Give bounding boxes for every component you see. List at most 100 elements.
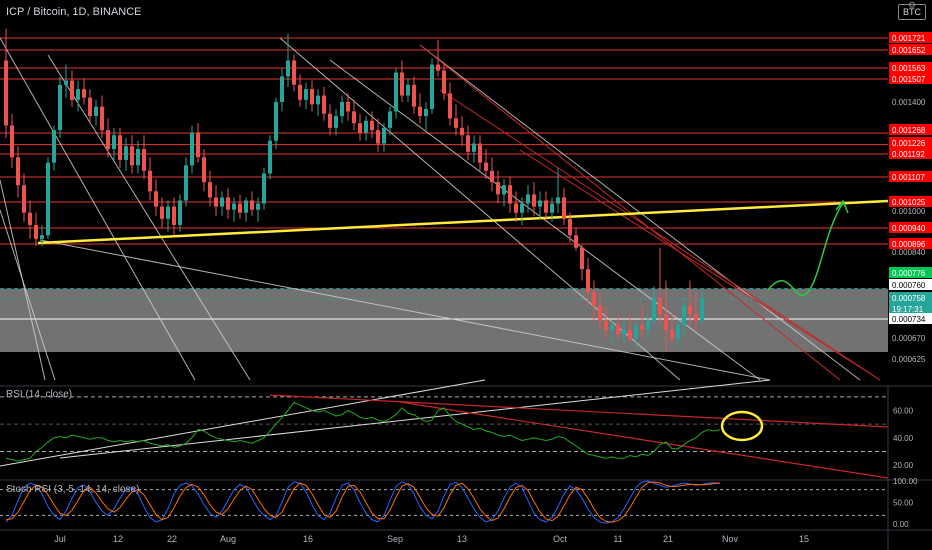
candle-body: [406, 84, 410, 96]
candle-body: [364, 120, 368, 133]
candle-body: [508, 185, 512, 204]
price-label-text: 0.000940: [892, 224, 926, 233]
price-label-box: [889, 124, 932, 135]
candle-body: [4, 60, 8, 126]
candle-body: [100, 106, 104, 131]
candle-body: [22, 185, 26, 213]
stoch-rsi-pane-title: Stoch RSI (3, 5, 14, 14, close): [6, 484, 140, 495]
y-tick-label: 0.001400: [892, 98, 926, 107]
candle-body: [616, 325, 620, 335]
candle-body: [136, 149, 140, 166]
x-tick-label: 13: [457, 534, 467, 544]
candle-body: [388, 111, 392, 128]
candle-body: [556, 197, 560, 204]
candle-body: [16, 157, 20, 186]
candle-body: [166, 206, 170, 219]
price-label-text: 0.001652: [892, 46, 926, 55]
price-label-box: [889, 171, 932, 182]
candle-body: [190, 132, 194, 166]
x-tick-label: 16: [303, 534, 313, 544]
candle-body: [658, 297, 662, 314]
projection-arrow: [767, 202, 844, 297]
rsi-trend-line-white: [0, 379, 486, 467]
trend-line-white: [0, 209, 56, 381]
candle-body: [160, 206, 164, 219]
trend-line-white: [0, 37, 196, 381]
projection-arrow-head: [835, 199, 849, 214]
stoch-rsi-pane[interactable]: [0, 479, 932, 524]
candle-body: [382, 127, 386, 144]
y-tick-label: 0.000625: [892, 355, 926, 364]
candle-body: [400, 72, 404, 96]
candle-body: [316, 95, 320, 105]
candle-body: [130, 146, 134, 166]
price-label-box: [889, 137, 932, 148]
rsi-series-line: [5, 401, 721, 462]
price-label-box: [889, 279, 932, 290]
candle-body: [598, 305, 602, 321]
candle-body: [694, 314, 698, 321]
price-label-box: [889, 196, 932, 207]
stoch-y-tick-label: 100.00: [893, 477, 918, 486]
candle-body: [622, 329, 626, 335]
candle-body: [430, 64, 434, 110]
candle-body: [250, 200, 254, 210]
candle-body: [142, 149, 146, 171]
rsi-trend-line-red: [269, 394, 889, 428]
rsi-y-tick-label: 40.00: [893, 434, 914, 443]
candle-body: [514, 203, 518, 213]
candle-body: [154, 191, 158, 207]
candle-body: [586, 269, 590, 293]
candle-body: [328, 113, 332, 128]
candle-body: [448, 93, 452, 119]
candle-body: [268, 140, 272, 174]
price-label-text: 0.000896: [892, 240, 926, 249]
candle-body: [184, 165, 188, 201]
chart-title: ICP / Bitcoin, 1D, BINANCE: [6, 6, 142, 18]
price-label-text: 0.001268: [892, 126, 926, 135]
price-label-text: 0.001563: [892, 64, 926, 73]
candle-body: [118, 135, 122, 160]
candle-body: [310, 89, 314, 105]
rsi-pane[interactable]: [0, 379, 932, 550]
trend-line-yellow: [37, 199, 889, 245]
price-label-text: 0.001025: [892, 198, 926, 207]
candle-body: [520, 203, 524, 213]
candle-body: [196, 132, 200, 158]
price-label-box: [889, 267, 932, 278]
currency-badge[interactable]: BTC: [898, 4, 926, 20]
candle-body: [226, 197, 230, 210]
candle-body: [532, 194, 536, 207]
trend-line-white: [279, 37, 681, 381]
candle-body: [376, 130, 380, 144]
candle-body: [496, 182, 500, 195]
stoch-d-line: [5, 481, 721, 523]
candle-body: [70, 80, 74, 100]
price-label-text: 19:17:31: [892, 305, 924, 314]
candle-body: [610, 325, 614, 330]
candle-body: [466, 135, 470, 152]
price-label-box: [889, 62, 932, 73]
candle-body: [502, 185, 506, 195]
support-zone: [0, 288, 888, 352]
main-price-pane[interactable]: [0, 28, 889, 381]
candle-body: [94, 106, 98, 117]
candle-body: [424, 109, 428, 117]
candle-body: [628, 329, 632, 339]
candle-body: [256, 203, 260, 210]
candle-body: [544, 200, 548, 213]
price-label-box: [889, 73, 932, 84]
candle-body: [304, 89, 308, 100]
price-label-box: [889, 303, 932, 314]
y-tick-label: 0.000670: [892, 334, 926, 343]
candle-body: [82, 89, 86, 98]
candle-body: [148, 170, 152, 192]
gear-icon[interactable]: ⚙: [908, 0, 917, 10]
candle-body: [568, 218, 572, 236]
candle-body: [280, 76, 284, 102]
trend-line-white: [47, 54, 251, 381]
candle-body: [646, 320, 650, 330]
candle-body: [682, 305, 686, 326]
price-label-text: 0.001192: [892, 150, 925, 159]
